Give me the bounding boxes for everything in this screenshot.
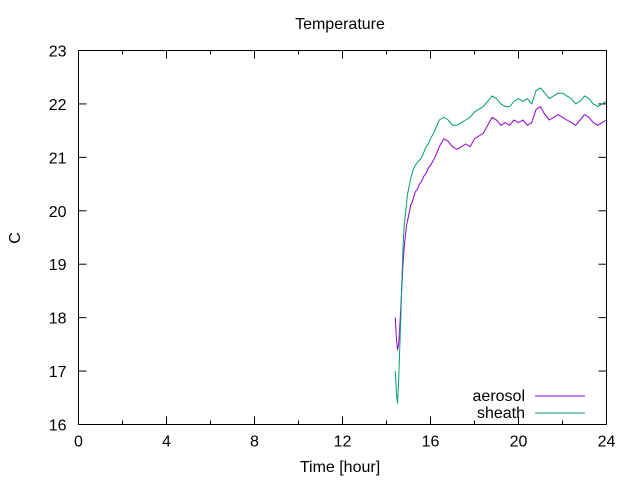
x-tick-label: 16 <box>422 434 440 451</box>
y-axis-label: C <box>7 232 24 244</box>
y-tick-label: 17 <box>49 364 67 381</box>
y-tick-label: 23 <box>49 44 67 61</box>
x-tick-label: 4 <box>162 434 171 451</box>
legend-label-sheath: sheath <box>477 405 525 422</box>
y-tick-label: 22 <box>49 97 67 114</box>
x-tick-label: 20 <box>510 434 528 451</box>
y-tick-label: 20 <box>49 204 67 221</box>
plot-frame <box>78 50 607 425</box>
y-tick-label: 16 <box>49 418 67 435</box>
series-line-sheath <box>394 87 607 404</box>
series-line-aerosol <box>394 106 607 351</box>
legend-label-aerosol: aerosol <box>473 388 525 405</box>
x-tick-label: 12 <box>334 434 352 451</box>
y-tick-label: 18 <box>49 311 67 328</box>
x-axis-label: Time [hour] <box>300 459 380 476</box>
plot-lines <box>394 87 607 404</box>
x-tick-label: 0 <box>74 434 83 451</box>
y-tick-label: 21 <box>49 150 67 167</box>
axis-ticks: 0 4 8 12 16 20 24 16 17 18 19 20 21 22 23 <box>49 44 616 451</box>
x-tick-label: 8 <box>250 434 259 451</box>
x-tick-label: 24 <box>598 434 616 451</box>
y-tick-label: 19 <box>49 257 67 274</box>
chart-title: Temperature <box>295 16 385 33</box>
